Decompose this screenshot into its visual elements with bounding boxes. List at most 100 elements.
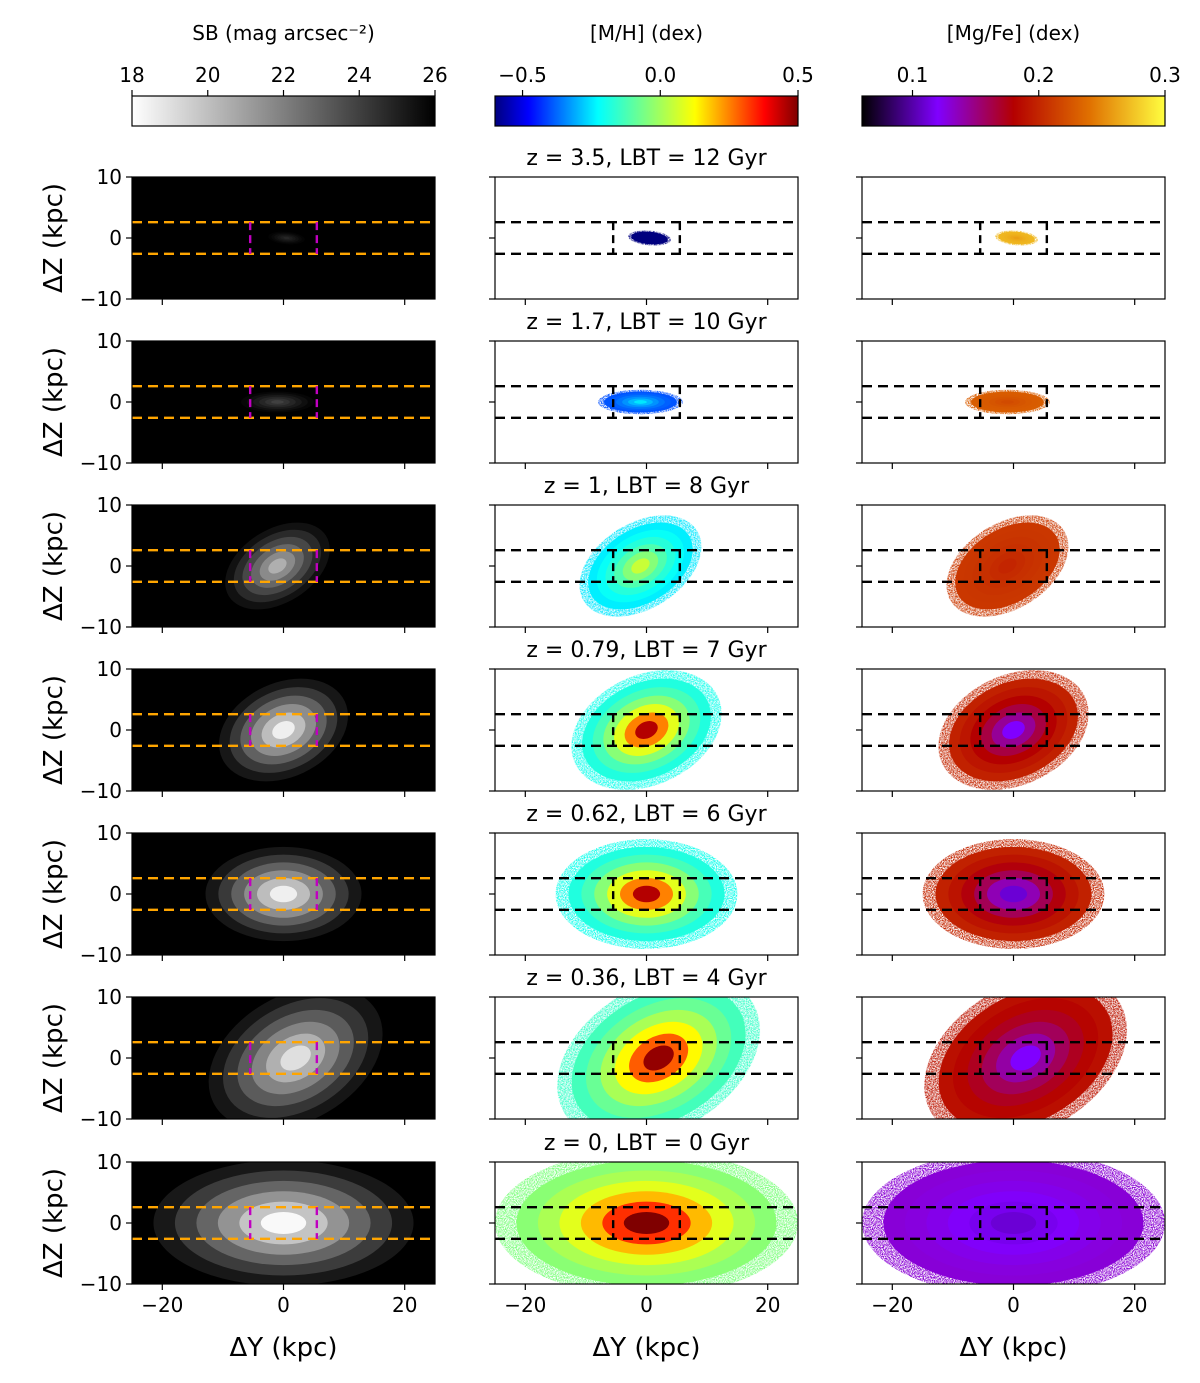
x-axis-label: ΔY (kpc) (959, 1333, 1067, 1363)
map-contour-level (623, 1212, 670, 1234)
y-tick-label: −10 (80, 943, 122, 967)
map-contour-level (280, 1045, 311, 1071)
panel-map (132, 669, 435, 791)
panel-map (862, 1162, 1165, 1284)
colorbar-tick-label: −0.5 (498, 63, 547, 87)
map-contour-level (999, 885, 1028, 903)
x-tick-label: 0 (277, 1293, 290, 1317)
x-tick-label: 0 (640, 1293, 653, 1317)
colorbar-surface-brightness: 18 20 22 24 26 SB (mag arcsec⁻²) (119, 21, 448, 127)
colorbar-tick-label: 24 (347, 63, 372, 87)
colorbar-tick-label: 0.0 (644, 63, 676, 87)
panel-map (495, 177, 798, 299)
x-axis-label: ΔY (kpc) (592, 1333, 700, 1363)
panel-map (132, 505, 435, 627)
y-tick-label: −10 (80, 1107, 122, 1131)
x-tick-label: −20 (504, 1293, 546, 1317)
snapshot-title: z = 1, LBT = 8 Gyr (544, 474, 750, 499)
colorbar-label: SB (mag arcsec⁻²) (192, 21, 375, 45)
panel-mg-fe-row7: −20 0 20 ΔY (kpc) (856, 1161, 1166, 1363)
x-tick-label: 20 (755, 1293, 780, 1317)
panel-surface-brightness-row7: 10 0 −10 −20 0 20 ΔZ (kpc) ΔY (kpc) (39, 1150, 436, 1363)
galaxy-map (194, 997, 397, 1119)
panel-map (495, 505, 798, 627)
y-tick-label: 10 (97, 493, 122, 517)
x-tick-label: −20 (871, 1293, 913, 1317)
map-contour-level (646, 236, 653, 240)
panel-metallicity-row3 (489, 504, 799, 633)
y-tick-label: −10 (80, 287, 122, 311)
snapshot-title: z = 1.7, LBT = 10 Gyr (526, 310, 767, 335)
map-contour-level (634, 400, 647, 404)
panel-metallicity-row7: −20 0 20 ΔY (kpc) (489, 1161, 799, 1363)
y-tick-label: 0 (109, 718, 122, 742)
snapshot-title: z = 0, LBT = 0 Gyr (544, 1131, 750, 1156)
map-contour-level (271, 400, 284, 404)
colorbar-tick-label: 18 (119, 63, 144, 87)
colorbar-tick-label: 0.3 (1149, 63, 1181, 87)
colorbar-tick-label: 0.2 (1023, 63, 1055, 87)
panel-grid: z = 3.5, LBT = 12 Gyr 10 0 −10 ΔZ (kpc) z = 1… (39, 146, 1166, 1363)
galaxy-map (862, 1162, 1165, 1284)
colorbar-tick-label: 0.5 (782, 63, 814, 87)
colorbar-label: [M/H] (dex) (590, 21, 703, 45)
panel-mg-fe-row1 (856, 176, 1166, 305)
colorbar-mg-fe: 0.1 0.2 0.3 [Mg/Fe] (dex) (861, 21, 1181, 127)
y-tick-label: −10 (80, 615, 122, 639)
snapshot-title: z = 0.62, LBT = 6 Gyr (526, 802, 767, 827)
y-tick-label: 0 (109, 1211, 122, 1235)
map-contour-level (990, 1212, 1037, 1234)
panel-surface-brightness-row6: 10 0 −10 ΔZ (kpc) (39, 985, 436, 1131)
galaxy-map (495, 1162, 798, 1284)
map-contour-level (269, 885, 298, 903)
x-tick-label: 0 (1007, 1293, 1020, 1317)
galaxy-map (924, 997, 1127, 1119)
panel-map (495, 669, 798, 791)
panel-metallicity-row1 (489, 176, 799, 305)
panel-map (495, 341, 798, 463)
panel-map (132, 833, 435, 955)
map-contour-level (260, 1212, 307, 1234)
galaxy-map (208, 670, 359, 790)
galaxy-map (598, 389, 683, 415)
galaxy-map (132, 1162, 435, 1284)
panel-map (495, 833, 798, 955)
y-axis-label: ΔZ (kpc) (39, 1168, 69, 1278)
panel-surface-brightness-row4: 10 0 −10 ΔZ (kpc) (39, 657, 436, 803)
galaxy-map (922, 839, 1105, 949)
map-contour-level (1002, 721, 1025, 739)
panel-map (495, 1162, 798, 1284)
snapshot-title: z = 0.79, LBT = 7 Gyr (526, 638, 767, 663)
y-tick-label: 0 (109, 1046, 122, 1070)
panel-mg-fe-row2 (856, 340, 1166, 469)
galaxy-map (938, 670, 1089, 790)
colorbar-label: [Mg/Fe] (dex) (947, 21, 1080, 45)
colorbar-metallicity: −0.5 0.0 0.5 [M/H] (dex) (494, 21, 814, 127)
x-tick-label: −20 (141, 1293, 183, 1317)
panel-map (862, 505, 1165, 627)
y-axis-label: ΔZ (kpc) (39, 839, 69, 949)
map-contour-level (1001, 400, 1014, 404)
y-axis-label: ΔZ (kpc) (39, 1003, 69, 1113)
galaxy-map (965, 389, 1050, 415)
panel-mg-fe-row3 (856, 504, 1166, 633)
y-axis-label: ΔZ (kpc) (39, 183, 69, 293)
map-contour-level (631, 558, 650, 574)
y-tick-label: 0 (109, 882, 122, 906)
colorbar-tick-label: 0.1 (897, 63, 929, 87)
y-axis-label: ΔZ (kpc) (39, 511, 69, 621)
y-tick-label: 10 (97, 329, 122, 353)
snapshot-title: z = 3.5, LBT = 12 Gyr (526, 146, 767, 171)
panel-mg-fe-row4 (856, 668, 1166, 797)
galaxy-map (946, 515, 1069, 617)
y-tick-label: −10 (80, 1272, 122, 1296)
galaxy-map (557, 997, 760, 1119)
colorbar-tick-label: 22 (271, 63, 296, 87)
y-tick-label: −10 (80, 779, 122, 803)
galaxy-map (628, 230, 671, 246)
y-tick-label: 10 (97, 985, 122, 1009)
y-tick-label: 10 (97, 657, 122, 681)
map-contour-level (998, 558, 1017, 574)
map-contour-level (283, 236, 290, 240)
